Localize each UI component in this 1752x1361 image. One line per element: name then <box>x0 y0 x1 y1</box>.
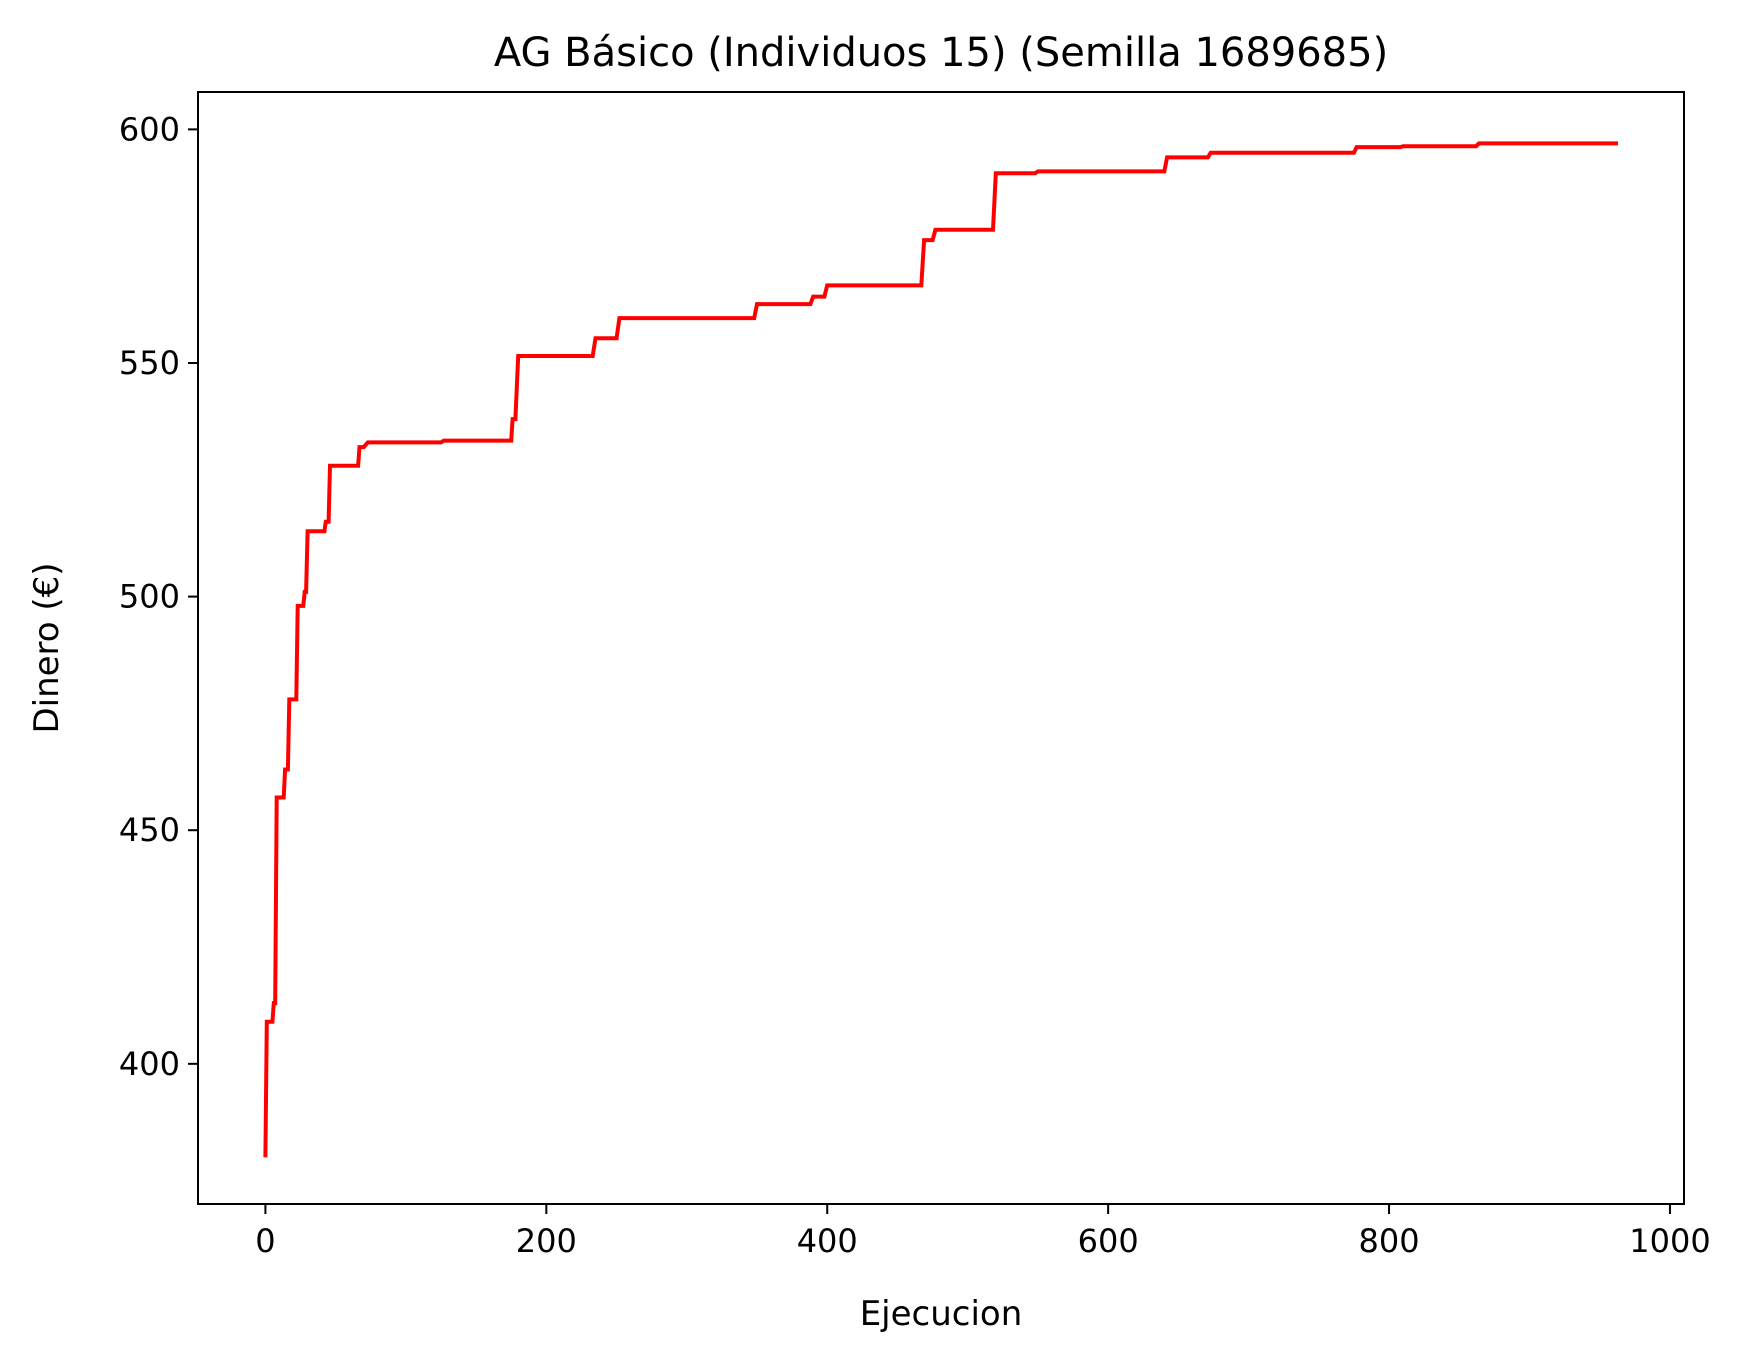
plot-frame <box>197 91 1685 1205</box>
y-tick-label: 500 <box>119 578 180 616</box>
y-axis: 400 450 500 550 600 <box>119 110 198 1083</box>
x-tick-label: 0 <box>255 1222 275 1260</box>
y-tick-label: 550 <box>119 344 180 382</box>
x-tick-label: 600 <box>1078 1222 1139 1260</box>
x-tick-label: 200 <box>516 1222 577 1260</box>
x-tick-label: 800 <box>1359 1222 1420 1260</box>
x-tick-label: 400 <box>797 1222 858 1260</box>
chart-title: AG Básico (Individuos 15) (Semilla 16896… <box>494 30 1388 76</box>
y-axis-label: Dinero (€) <box>27 562 67 733</box>
x-tick-label: 1000 <box>1629 1222 1710 1260</box>
series-layer <box>263 141 1618 1158</box>
x-axis: 0 200 400 600 800 1000 <box>255 1204 1711 1260</box>
x-axis-label: Ejecucion <box>860 1294 1023 1334</box>
y-tick-label: 600 <box>119 110 180 148</box>
series-line <box>263 141 1618 1158</box>
y-tick-label: 450 <box>119 811 180 849</box>
y-tick-label: 400 <box>119 1045 180 1083</box>
plot-area <box>197 91 1685 1205</box>
